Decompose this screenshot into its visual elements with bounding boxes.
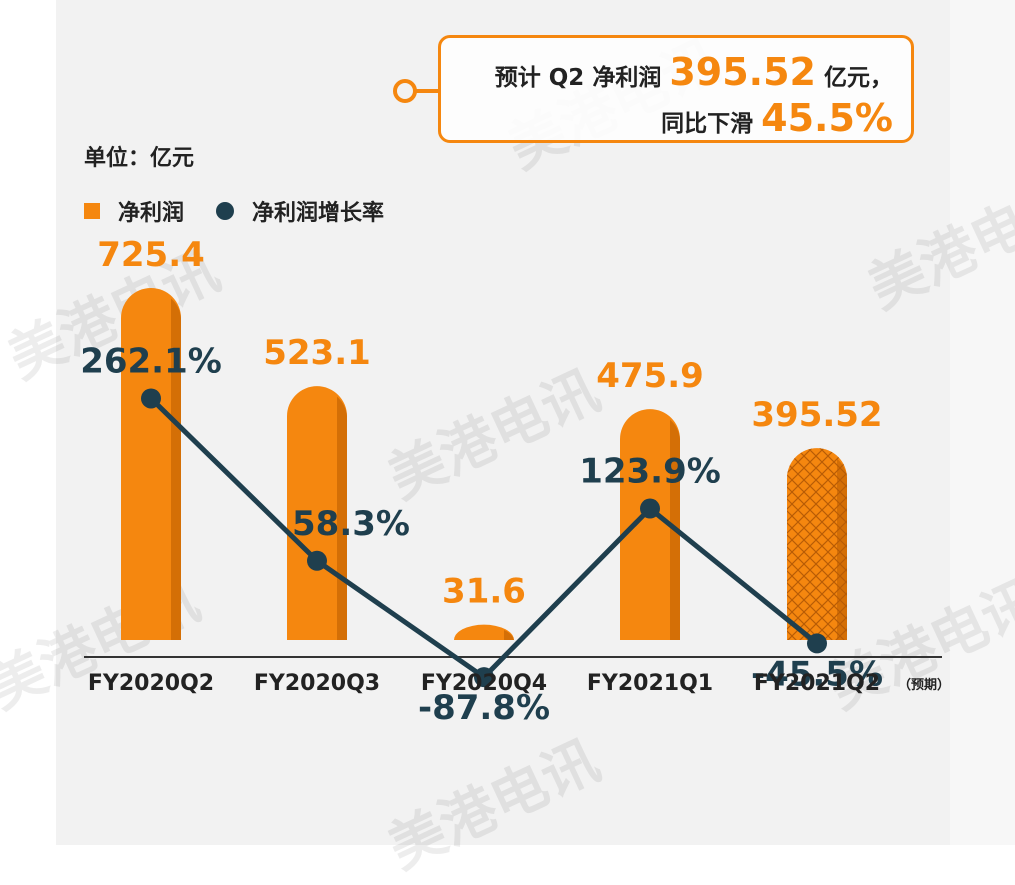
growth-rate-point	[640, 498, 660, 519]
margin-strip	[950, 0, 1015, 845]
x-tick-label: FY2020Q3	[254, 671, 380, 696]
growth-rate-point	[474, 667, 494, 688]
bar-value-label: 725.4	[97, 235, 205, 275]
growth-rate-label: -87.8%	[418, 688, 550, 728]
forecast-callout: 预计 Q2 净利润 395.52 亿元， 同比下滑 45.5%	[438, 35, 914, 143]
bar-legend-label: 净利润	[118, 201, 185, 226]
bar-FY2020Q2	[121, 288, 181, 640]
bar-FY2020Q4	[454, 624, 514, 640]
growth-rate-point	[141, 388, 161, 409]
forecast-note: （预期）	[898, 677, 950, 693]
callout-text: 同比下滑	[661, 111, 754, 137]
bar-legend-swatch	[84, 203, 100, 219]
callout-text: 亿元，	[824, 65, 893, 91]
bar-value-label: 395.52	[751, 395, 882, 435]
line-legend-swatch	[216, 202, 235, 220]
profit-chart: 725.4 523.1 31.6 475.9 395.52 262.1% 58.3% -87.…	[80, 235, 950, 728]
callout-profit-value: 395.52	[669, 50, 816, 94]
x-tick-label: FY2021Q2	[754, 671, 880, 696]
bar-value-label: 475.9	[596, 356, 704, 396]
x-tick-label: FY2020Q4	[421, 671, 547, 696]
growth-rate-label: 58.3%	[292, 504, 410, 544]
unit-label: 单位：亿元	[84, 146, 195, 171]
callout-pointer-icon	[393, 79, 441, 103]
callout-line-1: 预计 Q2 净利润 395.52 亿元，	[495, 50, 893, 94]
callout-text: 预计 Q2 净利润	[494, 65, 662, 91]
growth-rate-label: -45.5%	[751, 654, 883, 694]
x-tick-label: FY2021Q1	[587, 671, 713, 696]
growth-rate-label: 262.1%	[80, 341, 222, 381]
bar-value-label: 31.6	[442, 572, 526, 612]
growth-rate-point	[307, 550, 327, 571]
growth-rate-point	[807, 633, 827, 654]
bar-value-label: 523.1	[263, 333, 371, 373]
bar-FY2021Q2	[787, 448, 847, 640]
legend: 净利润 净利润增长率	[84, 195, 384, 227]
callout-line-2: 同比下滑 45.5%	[661, 96, 893, 140]
line-legend-label: 净利润增长率	[252, 201, 385, 226]
growth-rate-label: 123.9%	[579, 452, 721, 492]
callout-decline-value: 45.5%	[761, 96, 893, 140]
x-tick-label: FY2020Q2	[88, 671, 214, 696]
